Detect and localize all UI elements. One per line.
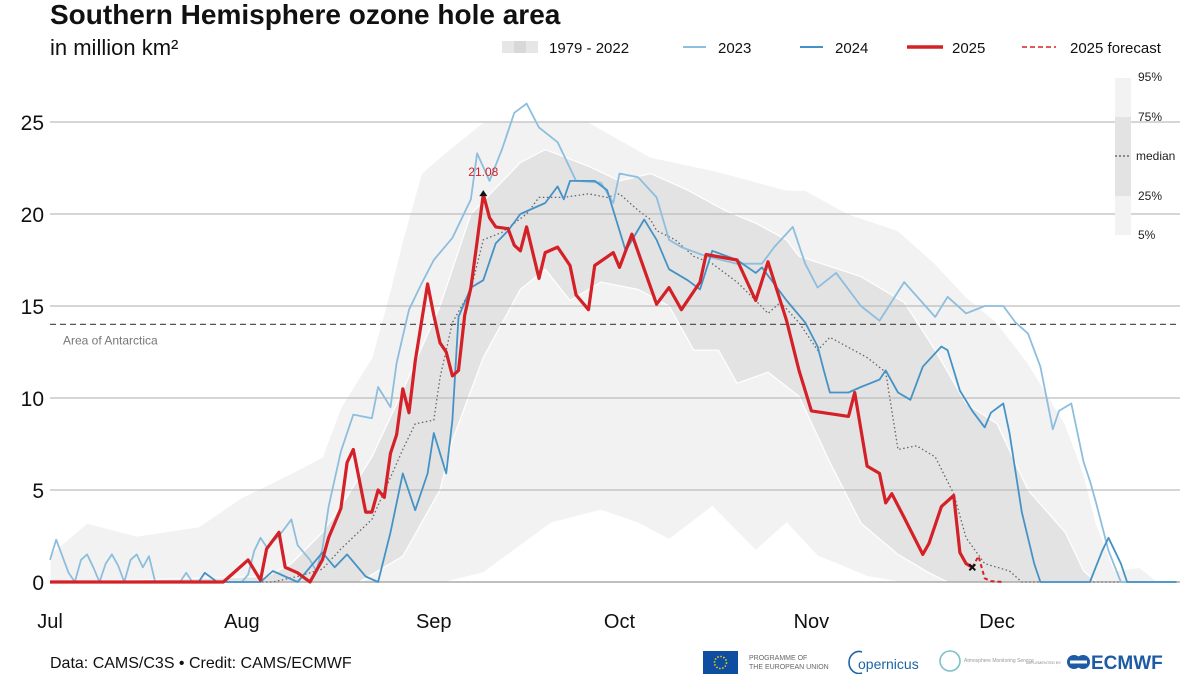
percentile-label-5: 5% [1138, 228, 1156, 242]
legend-label: 2024 [835, 40, 868, 57]
percentile-legend: 95% 75% median 25% 5% [1115, 70, 1175, 242]
series-line-2024 [50, 180, 1177, 583]
legend-label: 2023 [718, 40, 751, 57]
band-25-75-percentile [49, 148, 1177, 583]
median-line [50, 193, 1177, 583]
ecmwf-logo: ECMWF [1067, 653, 1163, 674]
series-line-2023 [49, 102, 1177, 583]
copernicus-text: opernicus [858, 656, 919, 672]
legend-swatch-band-inner [514, 41, 526, 53]
y-tick-label: 20 [21, 204, 44, 227]
legend: 1979 - 2022 2023 2024 2025 2025 forecast [502, 40, 1162, 57]
peak-value-label: 21.08 [468, 165, 498, 179]
legend-label: 2025 forecast [1070, 40, 1162, 57]
legend-item-2024: 2024 [800, 40, 868, 57]
legend-item-2025-forecast: 2025 forecast [1022, 40, 1162, 57]
x-tick-label: Dec [979, 611, 1015, 633]
x-tick-label: Nov [794, 611, 830, 633]
y-tick-label: 5 [32, 480, 44, 503]
cams-logo: Atmosphere Monitoring Service [939, 650, 1034, 672]
cams-text: Atmosphere Monitoring Service [964, 658, 1034, 664]
x-tick-label: Oct [604, 611, 636, 633]
legend-label: 1979 - 2022 [549, 40, 629, 57]
copernicus-logo: opernicus [848, 650, 919, 674]
legend-item-2023: 2023 [683, 40, 751, 57]
antarctica-area-label: Area of Antarctica [63, 333, 158, 347]
implemented-by-text: IMPLEMENTED BY [1026, 660, 1062, 665]
credit-text: Data: CAMS/C3S • Credit: CAMS/ECMWF [50, 655, 352, 672]
eu-programme-text: PROGRAMME OF THE EUROPEAN UNION [749, 655, 829, 671]
percentile-label-25: 25% [1138, 189, 1162, 203]
legend-item-climatology: 1979 - 2022 [502, 40, 629, 57]
y-tick-label: 15 [21, 296, 44, 319]
eu-logo: PROGRAMME OF THE EUROPEAN UNION [703, 651, 829, 674]
x-tick-label: Aug [224, 611, 260, 633]
series-line-2025-forecast [971, 555, 1004, 583]
y-tick-label: 10 [21, 388, 44, 411]
x-tick-label: Jul [37, 611, 63, 633]
last-observation-x-icon [968, 563, 977, 571]
legend-label: 2025 [952, 40, 985, 57]
legend-item-2025: 2025 [907, 40, 985, 57]
plot-area: 0 5 10 15 20 25 Jul Aug Sep Oct Nov Dec Area of Anta… [21, 102, 1180, 633]
eu-flag-icon [703, 651, 738, 674]
ecmwf-text: ECMWF [1091, 653, 1163, 674]
chart-subtitle: in million km² [50, 35, 178, 60]
y-tick-label: 25 [21, 112, 44, 135]
y-tick-label: 0 [32, 572, 44, 595]
percentile-label-median: median [1136, 149, 1175, 163]
percentile-label-95: 95% [1138, 70, 1162, 84]
x-tick-label: Sep [416, 611, 452, 633]
percentile-label-75: 75% [1138, 110, 1162, 124]
chart-title: Southern Hemisphere ozone hole area [50, 0, 561, 30]
series-line-2025 [50, 192, 974, 584]
peak-marker-icon [479, 190, 488, 197]
